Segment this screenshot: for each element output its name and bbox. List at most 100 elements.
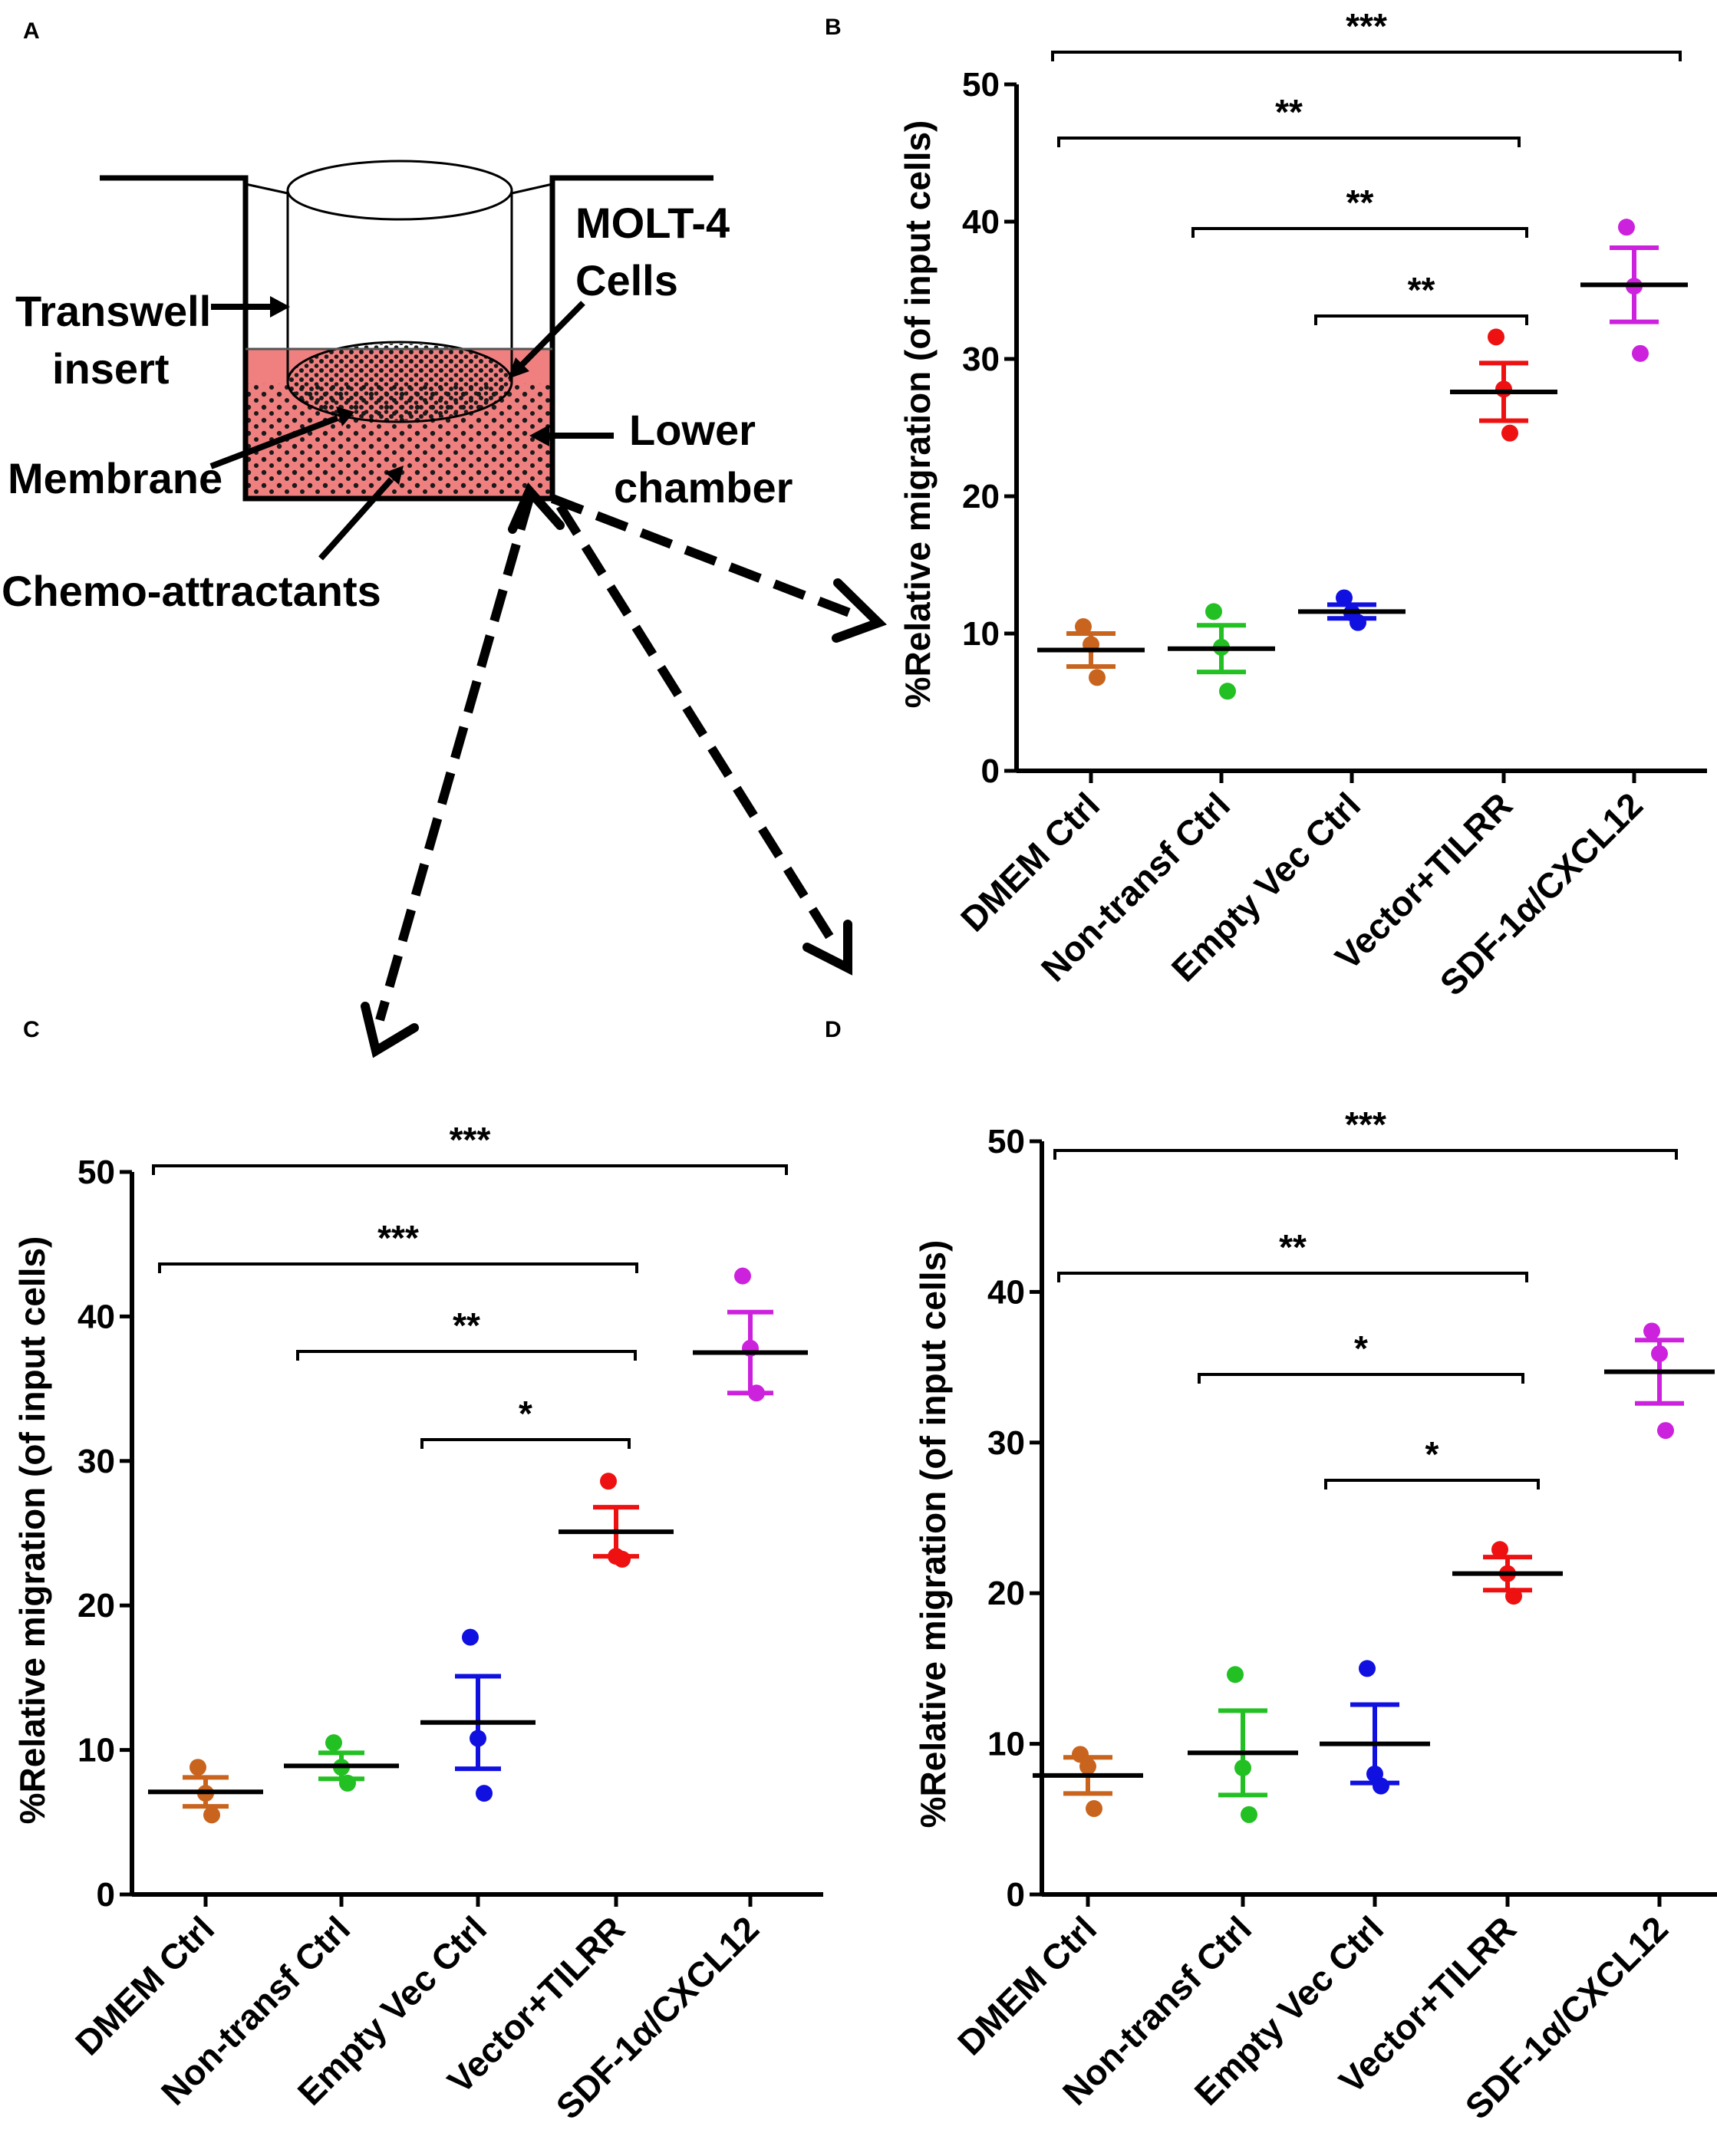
insert-hanger-left: [245, 183, 288, 195]
significance-label: ***: [1345, 1104, 1386, 1144]
data-point: [203, 1806, 220, 1824]
panel-c-axis: 0 10 20 30 40 50: [77, 1154, 823, 1914]
data-point: [189, 1759, 206, 1776]
significance-bracket: [1053, 1149, 1678, 1160]
data-point: [462, 1628, 479, 1646]
y-tick-label: 30: [962, 341, 1000, 378]
category-label: DMEM Ctrl: [950, 1908, 1104, 2062]
panel-letter-c: C: [23, 1017, 40, 1042]
data-point: [1336, 589, 1353, 607]
series-4: [1452, 1541, 1563, 1605]
label-insert: insert: [52, 344, 170, 393]
panel-b-axis: 0 10 20 30 40 50: [962, 66, 1707, 790]
y-tick-label: 20: [962, 478, 1000, 515]
arrow-lower-head: [529, 425, 549, 446]
insert-hanger-right: [511, 183, 553, 195]
label-chamber: chamber: [614, 463, 793, 512]
diagram-arrows: [209, 296, 614, 561]
significance-bracket: [1051, 51, 1682, 61]
panel-letter-d: D: [825, 1017, 842, 1042]
significance-label: ***: [377, 1218, 419, 1258]
y-tick-label: 20: [77, 1587, 115, 1624]
data-point: [1657, 1422, 1674, 1440]
data-point: [476, 1785, 493, 1802]
significance-bracket: [1057, 1272, 1528, 1282]
y-tick-label: 0: [97, 1876, 115, 1914]
panel-c-series: [148, 1267, 808, 1824]
significance-bracket: [1198, 1373, 1524, 1384]
insert-top-rim: [286, 160, 513, 221]
data-point: [1491, 1541, 1508, 1559]
panel-d-axis: 0 10 20 30 40 50: [987, 1123, 1717, 1914]
data-point: [1205, 603, 1222, 620]
significance-label: **: [453, 1305, 480, 1345]
panel-b: B %Relative migration (of input cells) 0…: [825, 6, 1707, 1003]
significance-bracket: [1314, 314, 1528, 325]
series-3: [1320, 1660, 1430, 1795]
panel-b-y-axis-title: %Relative migration (of input cells): [898, 120, 938, 709]
y-tick-label: 40: [77, 1298, 115, 1335]
series-3: [1298, 589, 1406, 631]
y-tick-label: 40: [962, 203, 1000, 241]
label-lower: Lower: [629, 406, 756, 454]
significance-label: ***: [450, 1120, 491, 1160]
data-point: [1488, 328, 1504, 346]
data-point: [1219, 683, 1236, 700]
data-point: [1643, 1322, 1660, 1340]
panel-c-significance: *********: [152, 1120, 788, 1449]
y-tick-label: 0: [981, 752, 1000, 790]
label-transwell: Transwell: [15, 287, 211, 335]
transwell-diagram: A MOLT-4 Cells Transwell insert Lower ch…: [2, 18, 887, 1058]
significance-label: *: [1354, 1328, 1368, 1368]
data-point: [1227, 1666, 1244, 1684]
series-1: [1037, 618, 1145, 686]
y-tick-label: 30: [77, 1443, 115, 1480]
significance-label: **: [1408, 270, 1435, 310]
panel-letter-b: B: [825, 15, 842, 40]
y-tick-label: 10: [77, 1732, 115, 1769]
significance-label: ***: [1346, 6, 1387, 46]
series-1: [1033, 1746, 1143, 1818]
dashed-arrow-to-b: [550, 494, 854, 618]
y-tick-label: 10: [987, 1726, 1025, 1763]
data-point: [734, 1267, 751, 1285]
significance-bracket: [1324, 1479, 1540, 1489]
arrow-membrane-head: [336, 407, 354, 426]
series-2: [284, 1734, 399, 1792]
y-tick-label: 10: [962, 615, 1000, 653]
dashed-arrow-to-d: [555, 503, 841, 950]
significance-label: **: [1279, 1227, 1307, 1267]
panel-d-significance: *******: [1053, 1104, 1678, 1489]
series-3: [420, 1628, 536, 1802]
panel-d-series: [1033, 1322, 1715, 1823]
series-5: [1580, 219, 1688, 362]
arrow-molt4-head: [508, 357, 529, 379]
arrow-transwell-head: [270, 296, 290, 318]
data-point: [1075, 618, 1092, 636]
label-cells: Cells: [575, 256, 678, 304]
well-outline: [100, 175, 713, 502]
panel-c-y-axis-title: %Relative migration (of input cells): [12, 1236, 52, 1825]
significance-bracket: [152, 1164, 788, 1175]
data-point: [1359, 1660, 1376, 1677]
label-membrane: Membrane: [8, 454, 222, 502]
series-5: [1604, 1322, 1715, 1440]
dashed-arrow-source-head: [508, 482, 565, 534]
panel-b-series: [1037, 219, 1688, 700]
data-point: [1632, 344, 1649, 362]
y-tick-label: 50: [962, 66, 1000, 104]
data-point: [325, 1734, 342, 1752]
arrow-chemo-head: [385, 466, 404, 485]
significance-bracket: [158, 1262, 638, 1273]
arrow-membrane: [209, 415, 339, 469]
series-4: [1450, 328, 1557, 442]
data-point: [1501, 424, 1518, 442]
significance-label: *: [519, 1394, 532, 1433]
y-tick-label: 0: [1007, 1876, 1025, 1914]
series-5: [693, 1267, 808, 1402]
dashed-arrow-c-head: [361, 1002, 419, 1058]
panel-d: D %Relative migration (of input cells) 0…: [825, 1017, 1717, 2127]
